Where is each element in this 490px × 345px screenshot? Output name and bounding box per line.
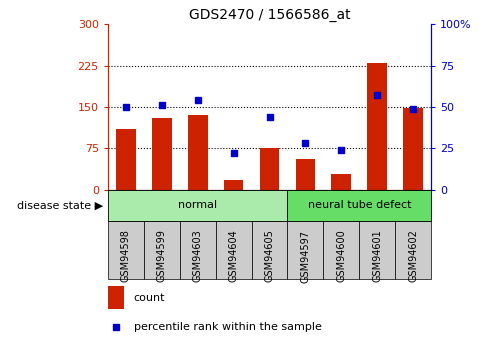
- Bar: [395, 221, 431, 279]
- Title: GDS2470 / 1566586_at: GDS2470 / 1566586_at: [189, 8, 350, 22]
- Text: GSM94597: GSM94597: [300, 230, 311, 283]
- Bar: [188, 115, 208, 190]
- Bar: [223, 180, 244, 190]
- Text: GSM94602: GSM94602: [408, 230, 418, 283]
- Bar: [144, 221, 180, 279]
- Bar: [331, 174, 351, 190]
- Bar: [288, 190, 431, 221]
- Bar: [288, 221, 323, 279]
- Text: percentile rank within the sample: percentile rank within the sample: [134, 322, 321, 332]
- Text: GSM94603: GSM94603: [193, 230, 203, 282]
- Bar: [359, 221, 395, 279]
- Text: GSM94604: GSM94604: [228, 230, 239, 282]
- Text: GSM94598: GSM94598: [121, 230, 131, 283]
- Bar: [152, 118, 172, 190]
- Bar: [260, 148, 279, 190]
- Bar: [403, 108, 423, 190]
- Bar: [216, 221, 251, 279]
- Bar: [180, 221, 216, 279]
- Text: GSM94599: GSM94599: [157, 230, 167, 283]
- Text: normal: normal: [178, 200, 217, 210]
- Text: neural tube defect: neural tube defect: [308, 200, 411, 210]
- Text: GSM94601: GSM94601: [372, 230, 382, 282]
- Bar: [108, 286, 124, 309]
- Text: GSM94605: GSM94605: [265, 230, 274, 283]
- Text: count: count: [134, 293, 165, 303]
- Text: GSM94600: GSM94600: [336, 230, 346, 282]
- Text: disease state ▶: disease state ▶: [17, 200, 103, 210]
- Bar: [108, 221, 144, 279]
- Bar: [323, 221, 359, 279]
- Bar: [116, 129, 136, 190]
- Bar: [108, 190, 288, 221]
- Bar: [295, 159, 316, 190]
- Bar: [368, 63, 387, 190]
- Bar: [251, 221, 288, 279]
